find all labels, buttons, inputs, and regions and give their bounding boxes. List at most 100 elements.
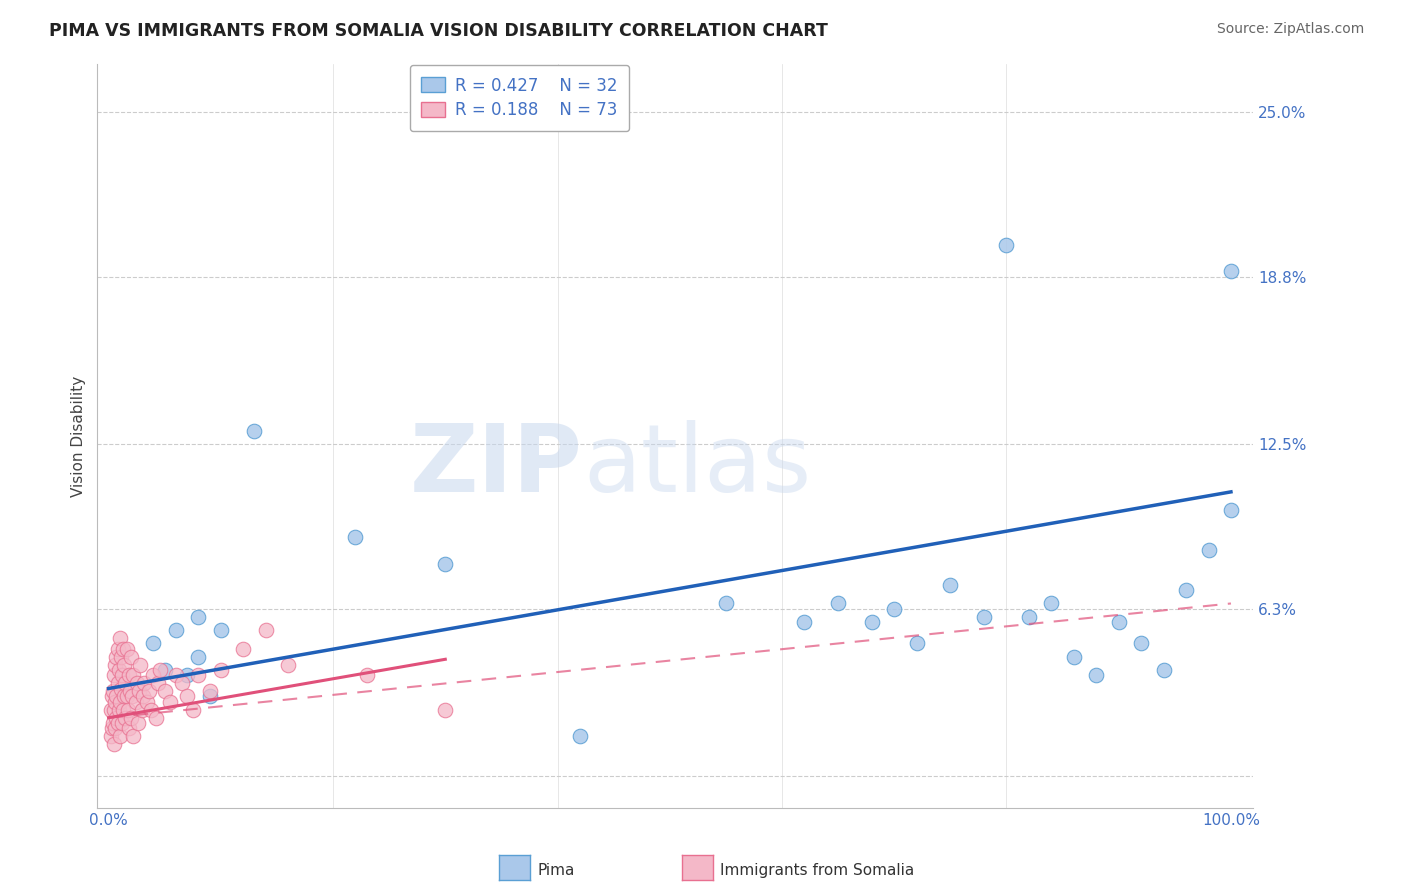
Point xyxy=(1220,503,1243,517)
Point xyxy=(103,703,125,717)
Point xyxy=(120,649,142,664)
Point xyxy=(110,649,132,664)
Point xyxy=(101,716,124,731)
Point xyxy=(187,668,209,682)
Point xyxy=(115,641,138,656)
Point xyxy=(105,649,128,664)
Point xyxy=(1153,663,1175,677)
Point xyxy=(1175,583,1198,598)
Point xyxy=(107,663,129,677)
Point xyxy=(176,690,198,704)
Point xyxy=(232,641,254,656)
Y-axis label: Vision Disability: Vision Disability xyxy=(72,376,86,497)
Point xyxy=(146,676,169,690)
Point xyxy=(1018,609,1040,624)
Point xyxy=(104,657,127,672)
Point xyxy=(356,668,378,682)
Point xyxy=(111,716,134,731)
Point xyxy=(110,681,132,696)
Point xyxy=(141,703,163,717)
Point xyxy=(165,668,187,682)
Text: Source: ZipAtlas.com: Source: ZipAtlas.com xyxy=(1216,22,1364,37)
Point xyxy=(108,695,131,709)
Point xyxy=(104,722,127,736)
Text: atlas: atlas xyxy=(583,420,811,512)
Point xyxy=(108,729,131,743)
Point xyxy=(187,609,209,624)
Point xyxy=(1108,615,1130,629)
Point xyxy=(125,676,148,690)
Point xyxy=(138,684,160,698)
Point xyxy=(122,668,145,682)
Point xyxy=(905,636,928,650)
Legend: R = 0.427    N = 32, R = 0.188    N = 73: R = 0.427 N = 32, R = 0.188 N = 73 xyxy=(409,65,628,131)
Point xyxy=(112,657,135,672)
Point xyxy=(153,684,176,698)
Point xyxy=(129,657,152,672)
Point xyxy=(142,668,165,682)
Point xyxy=(1040,597,1063,611)
Point xyxy=(939,578,962,592)
Point xyxy=(973,609,995,624)
Point xyxy=(159,695,181,709)
Point xyxy=(209,663,232,677)
Point xyxy=(103,737,125,751)
Point xyxy=(995,237,1018,252)
Point xyxy=(344,530,367,544)
Point xyxy=(101,722,124,736)
Point xyxy=(122,729,145,743)
Point xyxy=(1220,264,1243,278)
Point xyxy=(434,557,457,571)
Point xyxy=(112,690,135,704)
Point xyxy=(714,597,737,611)
Point xyxy=(128,684,150,698)
Point xyxy=(121,690,143,704)
Point xyxy=(112,641,135,656)
Point xyxy=(149,663,172,677)
Text: PIMA VS IMMIGRANTS FROM SOMALIA VISION DISABILITY CORRELATION CHART: PIMA VS IMMIGRANTS FROM SOMALIA VISION D… xyxy=(49,22,828,40)
Point xyxy=(124,695,146,709)
Point xyxy=(827,597,849,611)
Point xyxy=(118,684,141,698)
Point xyxy=(100,703,122,717)
Text: ZIP: ZIP xyxy=(411,420,583,512)
Point xyxy=(176,668,198,682)
Point xyxy=(107,641,129,656)
Point xyxy=(114,676,136,690)
Point xyxy=(1063,649,1085,664)
Point xyxy=(118,722,141,736)
Point xyxy=(1085,668,1108,682)
Point xyxy=(112,703,135,717)
Point xyxy=(101,690,124,704)
Point xyxy=(181,703,204,717)
Point xyxy=(103,668,125,682)
Point xyxy=(198,690,221,704)
Point xyxy=(883,601,905,615)
Point xyxy=(243,424,266,438)
Point xyxy=(101,684,124,698)
Point xyxy=(115,690,138,704)
Point xyxy=(569,729,592,743)
Point xyxy=(793,615,815,629)
Text: Immigrants from Somalia: Immigrants from Somalia xyxy=(720,863,914,878)
Point xyxy=(170,676,193,690)
Point xyxy=(107,716,129,731)
Point xyxy=(153,663,176,677)
Point xyxy=(135,695,157,709)
Point xyxy=(134,676,156,690)
Point xyxy=(145,711,167,725)
Text: Pima: Pima xyxy=(537,863,575,878)
Point xyxy=(277,657,299,672)
Point xyxy=(434,703,457,717)
Point xyxy=(105,690,128,704)
Point xyxy=(120,711,142,725)
Point xyxy=(108,631,131,645)
Point xyxy=(165,623,187,637)
Point xyxy=(131,703,153,717)
Point xyxy=(107,703,129,717)
Point xyxy=(111,668,134,682)
Point xyxy=(118,668,141,682)
Point xyxy=(1198,543,1220,558)
Point xyxy=(104,695,127,709)
Point xyxy=(209,623,232,637)
